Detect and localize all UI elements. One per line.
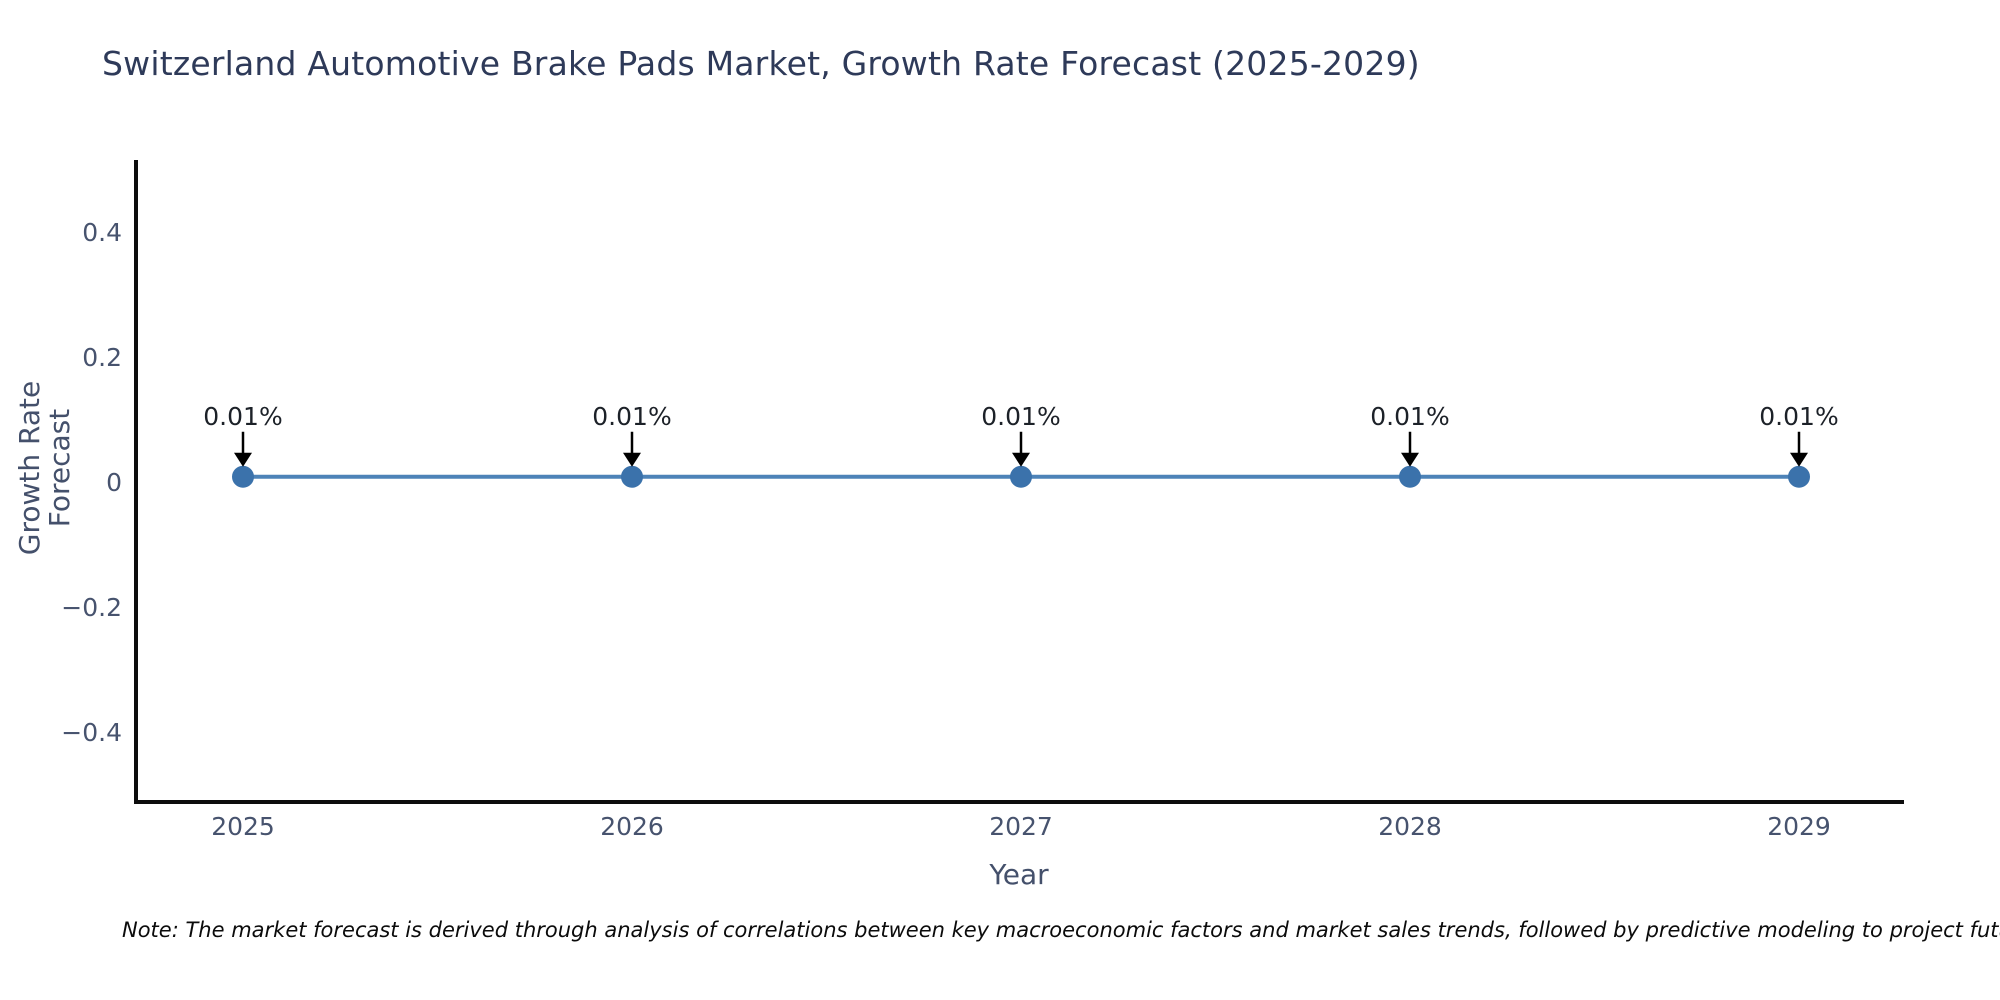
chart-title: Switzerland Automotive Brake Pads Market… — [102, 44, 1420, 83]
x-axis-spine — [134, 800, 1904, 804]
y-tick-label: −0.2 — [61, 592, 122, 622]
data-point-marker — [1010, 465, 1032, 488]
y-tick-label: 0.4 — [82, 218, 122, 248]
annotation-arrowhead — [234, 452, 252, 467]
data-point-marker — [232, 465, 254, 488]
y-tick-label: 0 — [106, 468, 122, 497]
data-point-marker — [1399, 465, 1421, 488]
annotation-arrowhead — [623, 452, 641, 467]
x-tick-label: 2026 — [600, 812, 664, 841]
y-tick-label: −0.4 — [61, 717, 122, 747]
y-axis-spine — [134, 160, 138, 804]
annotation-arrowhead — [1012, 452, 1030, 467]
point-value-label: 0.01% — [1370, 401, 1450, 431]
x-tick-label: 2025 — [211, 812, 275, 841]
point-value-label: 0.01% — [1759, 401, 1839, 431]
x-tick-label: 2027 — [989, 812, 1053, 841]
y-tick-label: 0.2 — [82, 343, 122, 373]
point-value-label: 0.01% — [981, 401, 1061, 431]
x-axis-title: Year — [989, 858, 1049, 891]
annotation-arrowhead — [1401, 452, 1419, 467]
data-point-marker — [621, 465, 643, 488]
point-value-label: 0.01% — [203, 401, 283, 431]
footnote: Note: The market forecast is derived thr… — [122, 918, 2000, 942]
x-tick-label: 2028 — [1378, 812, 1442, 841]
annotation-arrowhead — [1790, 452, 1808, 467]
x-tick-label: 2029 — [1767, 812, 1831, 841]
point-value-label: 0.01% — [592, 401, 672, 431]
data-point-marker — [1788, 465, 1810, 488]
